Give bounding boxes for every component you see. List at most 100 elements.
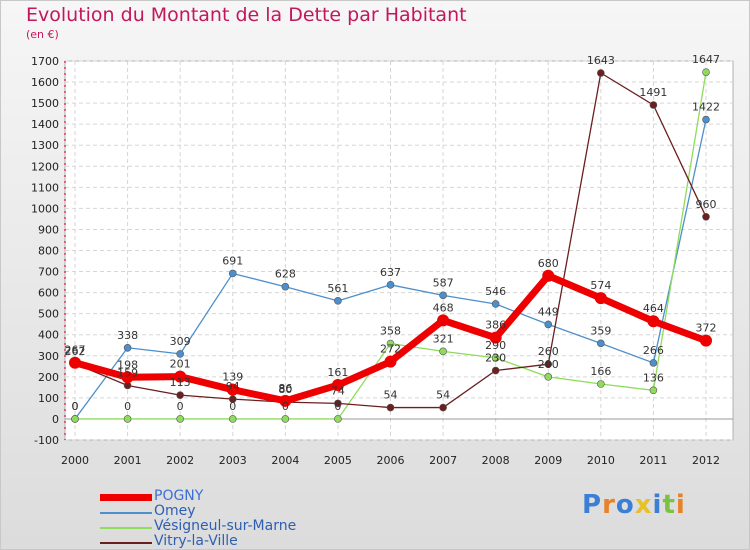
data-point-vesigneul-sur-marne [71,415,79,423]
data-point-vitry-la-ville [649,101,658,109]
y-tick-label: 900 [38,223,59,236]
data-label-pogny: 201 [170,358,191,371]
x-tick-label: 2008 [482,454,510,467]
data-point-vesigneul-sur-marne [123,415,132,423]
data-label-omey: 587 [433,276,454,289]
data-point-vitry-la-ville [702,213,710,221]
data-label-pogny: 464 [643,302,664,315]
data-point-pogny [647,315,660,328]
data-label-vitry-la-ville: 159 [117,366,138,379]
data-point-omey [597,339,605,348]
data-label-omey: 338 [117,329,138,342]
data-point-pogny [279,394,292,407]
data-label-vesigneul-sur-marne: 0 [177,400,184,413]
data-point-vesigneul-sur-marne [386,339,395,348]
y-tick-label: 1500 [31,97,59,110]
legend-swatch-omey [100,512,152,514]
data-point-pogny [331,379,344,392]
data-point-pogny [69,356,81,369]
logo-letter: x [634,490,653,520]
data-point-omey [544,320,553,329]
data-label-vitry-la-ville: 54 [436,389,450,402]
y-tick-label: 800 [38,245,59,258]
data-label-vesigneul-sur-marne: 1647 [692,53,720,66]
y-tick-label: 0 [52,413,59,426]
data-label-vitry-la-ville: 74 [331,384,345,397]
chart-subtitle: (en €) [26,28,59,41]
data-label-vitry-la-ville: 54 [384,389,398,402]
proxiti-logo: Proxiti [582,490,686,520]
y-tick-label: 1200 [31,160,59,173]
data-point-vitry-la-ville [386,403,395,412]
y-tick-label: 200 [38,371,59,384]
chart-title: Evolution du Montant de la Dette par Hab… [26,4,467,26]
logo-letter: t [662,490,676,520]
data-point-pogny [174,370,187,383]
data-point-vitry-la-ville [491,366,500,375]
data-label-omey: 628 [275,268,296,281]
data-point-vesigneul-sur-marne [334,415,342,423]
data-label-pogny: 468 [433,301,454,314]
data-point-pogny [226,383,239,396]
data-label-vesigneul-sur-marne: 358 [380,325,401,338]
logo-letter: o [615,490,635,520]
x-tick-label: 2003 [219,454,247,467]
data-label-vesigneul-sur-marne: 290 [485,339,506,352]
x-tick-label: 2009 [534,454,562,467]
data-point-omey [649,359,658,367]
data-point-omey [228,269,237,278]
y-tick-label: 100 [38,392,59,405]
data-label-pogny: 198 [117,358,138,371]
logo-letter: i [675,490,686,520]
data-point-vesigneul-sur-marne [281,415,290,423]
legend-swatch-pogny [100,494,152,501]
data-label-pogny: 574 [590,279,611,292]
y-tick-label: 1400 [31,118,59,131]
data-point-omey [439,291,447,300]
x-tick-label: 2010 [587,454,615,467]
y-tick-label: 1600 [31,76,59,89]
y-tick-label: 1000 [31,202,59,215]
legend-label-vesigneul: Vésigneul-sur-Marne [154,518,297,534]
data-label-omey: 691 [222,254,243,267]
data-label-omey: 449 [538,305,559,318]
logo-letter: i [652,490,663,520]
data-label-pogny: 386 [485,319,506,332]
data-label-omey: 637 [380,266,401,279]
legend-item-omey: Omey [100,503,360,519]
data-label-vitry-la-ville: 113 [170,376,191,389]
legend-item-vesigneul: Vésigneul-sur-Marne [100,518,360,534]
data-label-pogny: 86 [278,382,292,395]
logo-letter: P [582,490,603,520]
data-label-omey: 0 [72,400,79,413]
data-label-vitry-la-ville: 80 [278,383,292,396]
x-tick-label: 2011 [639,454,667,467]
legend-label-vitry: Vitry-la-Ville [154,533,238,549]
data-label-omey: 1422 [692,101,720,114]
data-label-omey: 546 [485,285,506,298]
data-point-vesigneul-sur-marne [228,415,237,423]
data-label-vitry-la-ville: 260 [538,345,559,358]
data-label-vesigneul-sur-marne: 0 [334,400,341,413]
logo-letter: r [602,490,616,520]
data-label-vesigneul-sur-marne: 0 [124,400,131,413]
data-point-omey [702,115,710,124]
data-point-vesigneul-sur-marne [439,347,447,356]
data-point-omey [386,281,395,289]
data-point-vitry-la-ville [439,403,447,412]
data-label-pogny: 267 [65,344,86,357]
y-tick-label: 400 [38,329,59,342]
data-label-vesigneul-sur-marne: 0 [72,400,79,413]
data-label-vesigneul-sur-marne: 0 [229,400,236,413]
data-label-pogny: 680 [538,257,559,270]
data-label-omey: 561 [327,282,348,295]
x-tick-label: 2004 [271,454,299,467]
data-point-omey [281,282,290,291]
data-point-pogny [489,331,502,344]
data-label-vesigneul-sur-marne: 200 [538,358,559,371]
data-label-vesigneul-sur-marne: 166 [590,365,611,378]
data-point-pogny [700,334,712,347]
data-label-vitry-la-ville: 1643 [587,54,615,67]
data-point-vitry-la-ville [176,391,184,399]
